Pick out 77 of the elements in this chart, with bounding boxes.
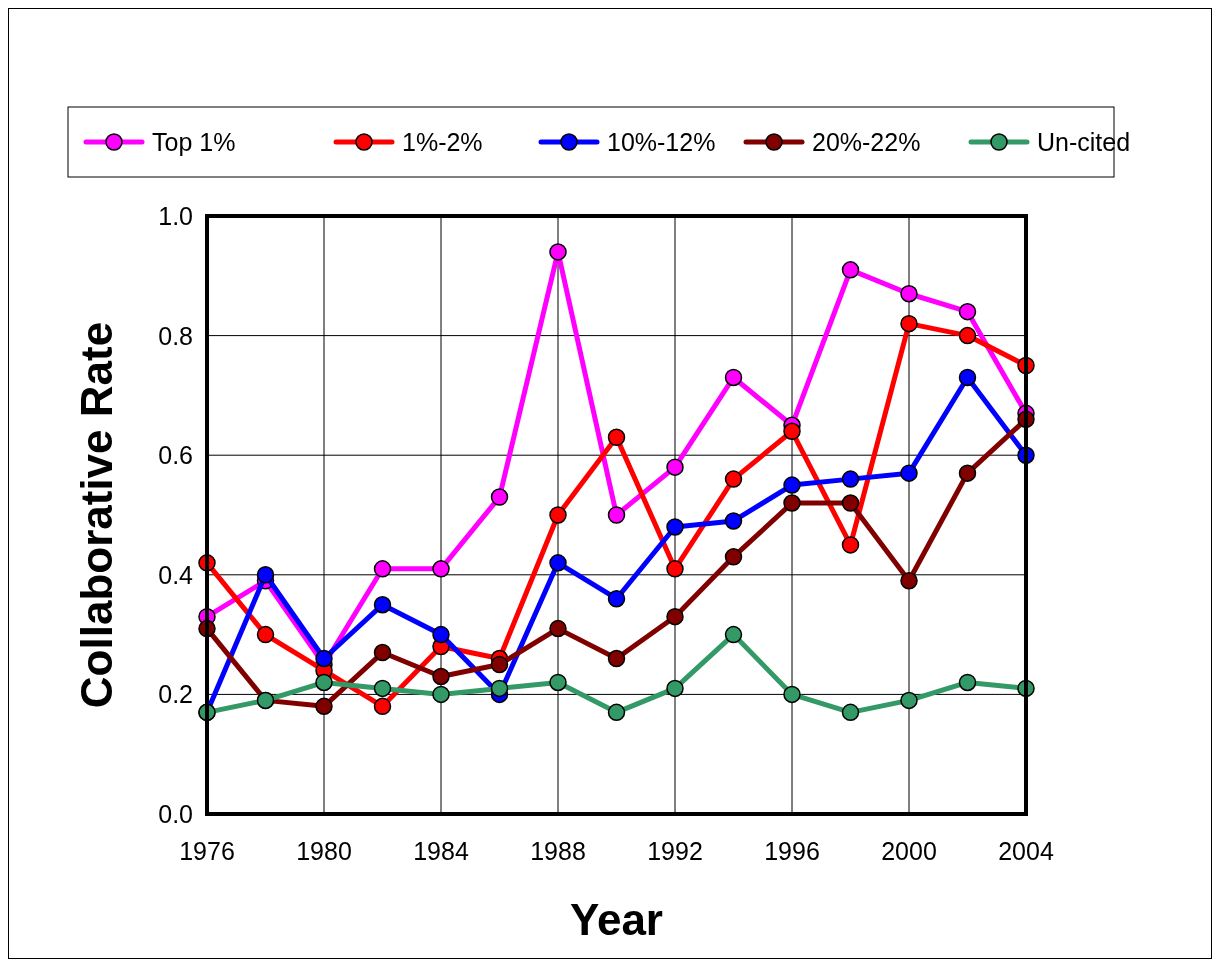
point (724, 625, 743, 644)
point (607, 703, 626, 722)
x-tick-label: 1992 (647, 837, 703, 865)
point (490, 655, 509, 674)
point (724, 368, 743, 387)
point (783, 685, 801, 704)
legend-label: Top 1% (152, 128, 236, 156)
x-tick-label: 1980 (296, 837, 352, 865)
point (490, 679, 509, 698)
point (841, 470, 860, 488)
point (783, 422, 801, 441)
point (666, 560, 684, 578)
point (900, 691, 918, 710)
point (783, 494, 801, 512)
y-tick-label: 1.0 (158, 202, 193, 230)
point (315, 673, 333, 692)
legend-label: 1%-2% (402, 128, 483, 156)
point (256, 625, 275, 644)
y-axis-title: Collaborative Rate (72, 321, 121, 709)
point (666, 679, 684, 698)
y-tick-label: 0.6 (158, 441, 193, 470)
x-tick-label: 1976 (179, 837, 235, 865)
point (666, 607, 684, 626)
point (432, 685, 450, 704)
x-tick-label: 1996 (764, 837, 820, 865)
point (607, 589, 626, 608)
point (256, 566, 275, 584)
point (841, 261, 860, 279)
point (841, 494, 860, 512)
y-tick-label: 0.2 (158, 680, 193, 709)
point (373, 595, 392, 614)
point (549, 673, 567, 692)
point (373, 643, 392, 662)
point (373, 679, 392, 698)
point (607, 506, 626, 524)
x-tick-label: 2004 (998, 837, 1054, 865)
x-tick-label: 1984 (413, 837, 469, 865)
point (900, 464, 918, 482)
point (958, 673, 977, 692)
point (373, 560, 392, 578)
point (958, 302, 977, 321)
point (841, 703, 860, 722)
point (607, 428, 626, 447)
legend-label: 10%-12% (607, 128, 716, 156)
point (549, 243, 567, 261)
point (724, 548, 743, 566)
point (900, 314, 918, 333)
point (724, 470, 743, 488)
y-tick-label: 0.4 (158, 560, 194, 589)
legend-label: Un-cited (1037, 128, 1131, 156)
point (841, 536, 860, 554)
point (666, 458, 684, 476)
point (958, 464, 977, 482)
point (432, 667, 450, 686)
point (549, 619, 567, 638)
point (315, 697, 333, 716)
point (666, 518, 684, 536)
point (549, 554, 567, 572)
x-tick-label: 1988 (530, 837, 586, 865)
x-axis-title: Year (570, 895, 663, 944)
point (958, 326, 977, 345)
point (432, 625, 450, 644)
y-tick-label: 0.0 (158, 800, 193, 828)
point (607, 649, 626, 668)
point (373, 697, 392, 716)
legend-label: 20%-22% (812, 128, 921, 156)
x-tick-label: 2000 (881, 837, 937, 865)
point (900, 284, 918, 303)
point (490, 488, 509, 506)
point (549, 506, 567, 524)
point (900, 572, 918, 590)
y-tick-label: 0.8 (158, 321, 193, 350)
point (958, 368, 977, 387)
point (315, 649, 333, 668)
point (432, 560, 450, 578)
point (783, 476, 801, 494)
point (724, 512, 743, 530)
